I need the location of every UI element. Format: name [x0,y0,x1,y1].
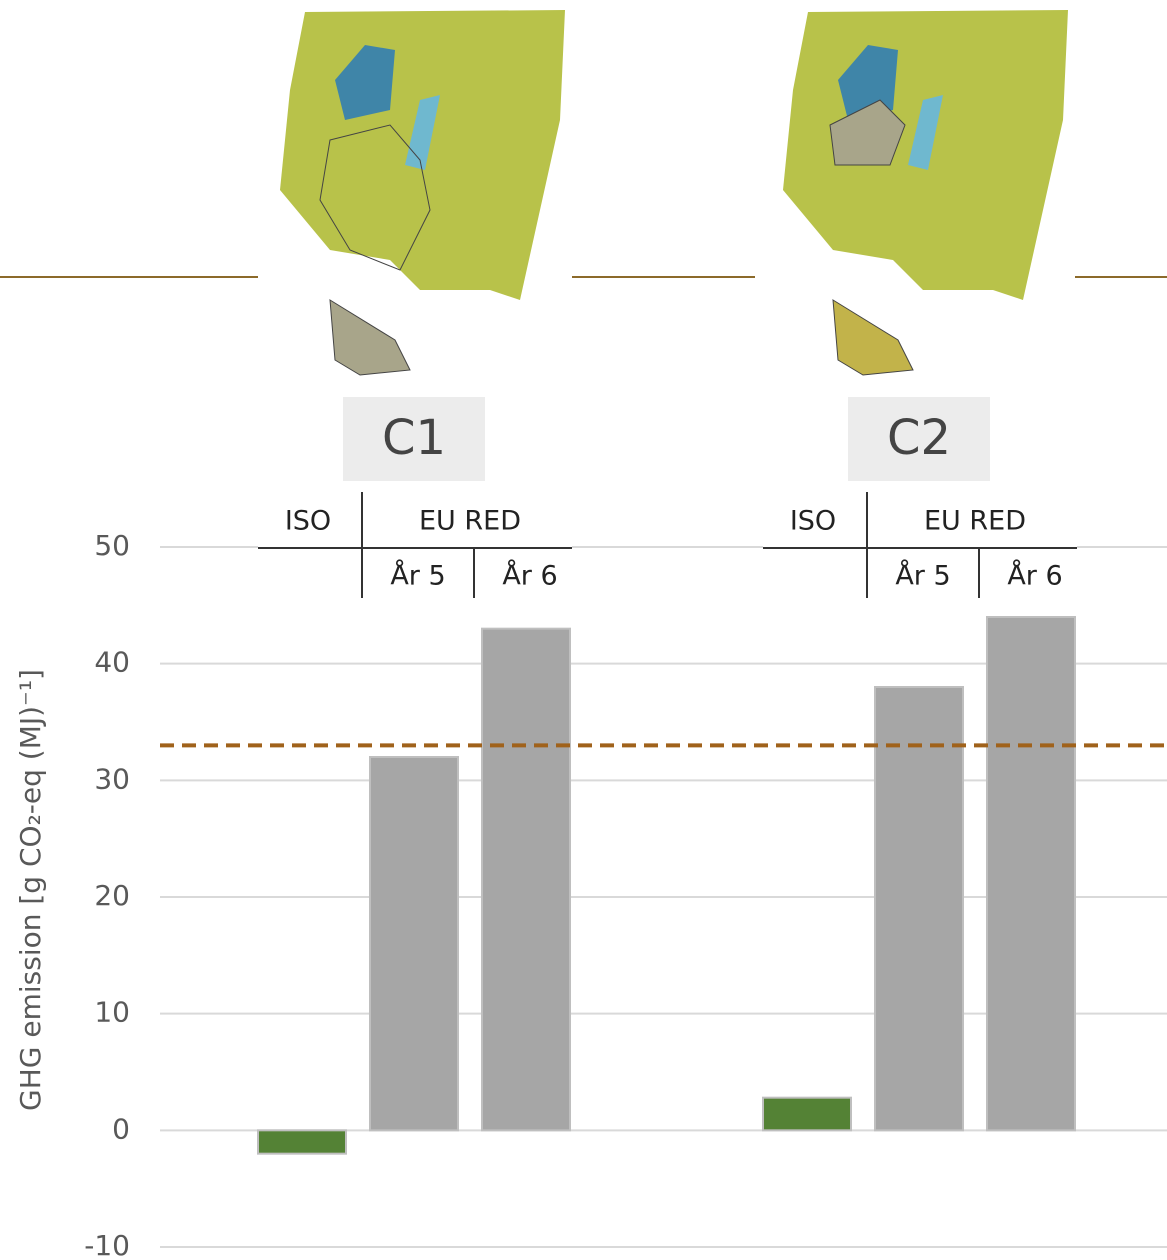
y-tick-label: 0 [112,1112,130,1145]
chart: GHG emission [g CO₂-eq (MJ)⁻¹] -10 0 10 20 3… [0,0,1167,1260]
header-label: År 6 [502,560,557,592]
header-label: EU RED [924,506,1026,537]
y-tick-label: -10 [84,1229,130,1260]
map-c2 [783,10,1068,375]
header-label: ISO [285,506,331,537]
header-label: År 5 [390,560,445,592]
bar [875,687,963,1130]
header-label: EU RED [419,506,521,537]
header-label: År 6 [1007,560,1062,592]
category-label: C2 [887,410,951,466]
bar [987,617,1075,1130]
category-label: C1 [382,410,446,466]
bar [482,629,570,1131]
y-tick-label: 40 [94,646,130,679]
maps [0,10,1167,375]
y-tick-label: 10 [94,996,130,1029]
y-tick-label: 30 [94,762,130,795]
y-axis-title: GHG emission [g CO₂-eq (MJ)⁻¹] [14,669,47,1111]
y-tick-label: 50 [94,529,130,562]
bar [258,1130,346,1153]
bar [763,1098,851,1131]
header-label: År 5 [895,560,950,592]
header-label: ISO [790,506,836,537]
map-c1 [280,10,565,375]
bar [370,757,458,1130]
y-tick-label: 20 [94,879,130,912]
